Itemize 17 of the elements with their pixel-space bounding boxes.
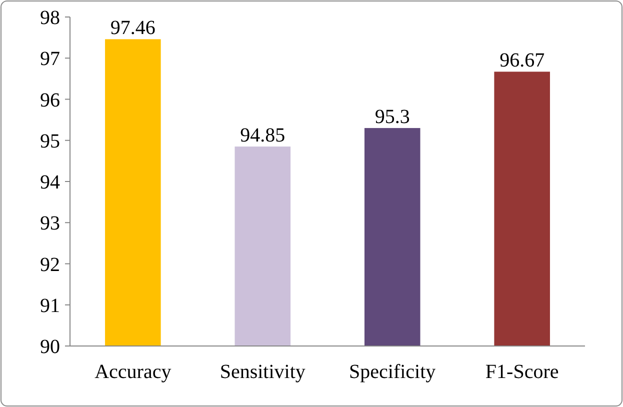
data-label: 94.85 — [240, 124, 286, 147]
x-tick-label: F1-Score — [485, 361, 559, 383]
data-label: 95.3 — [374, 106, 410, 128]
y-tick-label: 90 — [40, 336, 60, 358]
y-tick-label: 97 — [40, 48, 60, 70]
data-label: 96.67 — [500, 50, 545, 72]
y-tick-label: 91 — [40, 294, 60, 317]
y-tick-label: 94 — [40, 172, 60, 194]
data-label: 97.46 — [110, 17, 156, 40]
y-tick-label: 93 — [40, 212, 60, 235]
y-tick-label: 96 — [40, 89, 60, 112]
x-tick-label: Accuracy — [94, 361, 172, 383]
x-tick-label: Specificity — [349, 361, 436, 383]
y-tick-label: 95 — [40, 130, 60, 152]
y-tick-label: 92 — [40, 254, 60, 276]
x-tick-label: Sensitivity — [220, 361, 306, 383]
y-tick-label: 98 — [40, 7, 60, 29]
